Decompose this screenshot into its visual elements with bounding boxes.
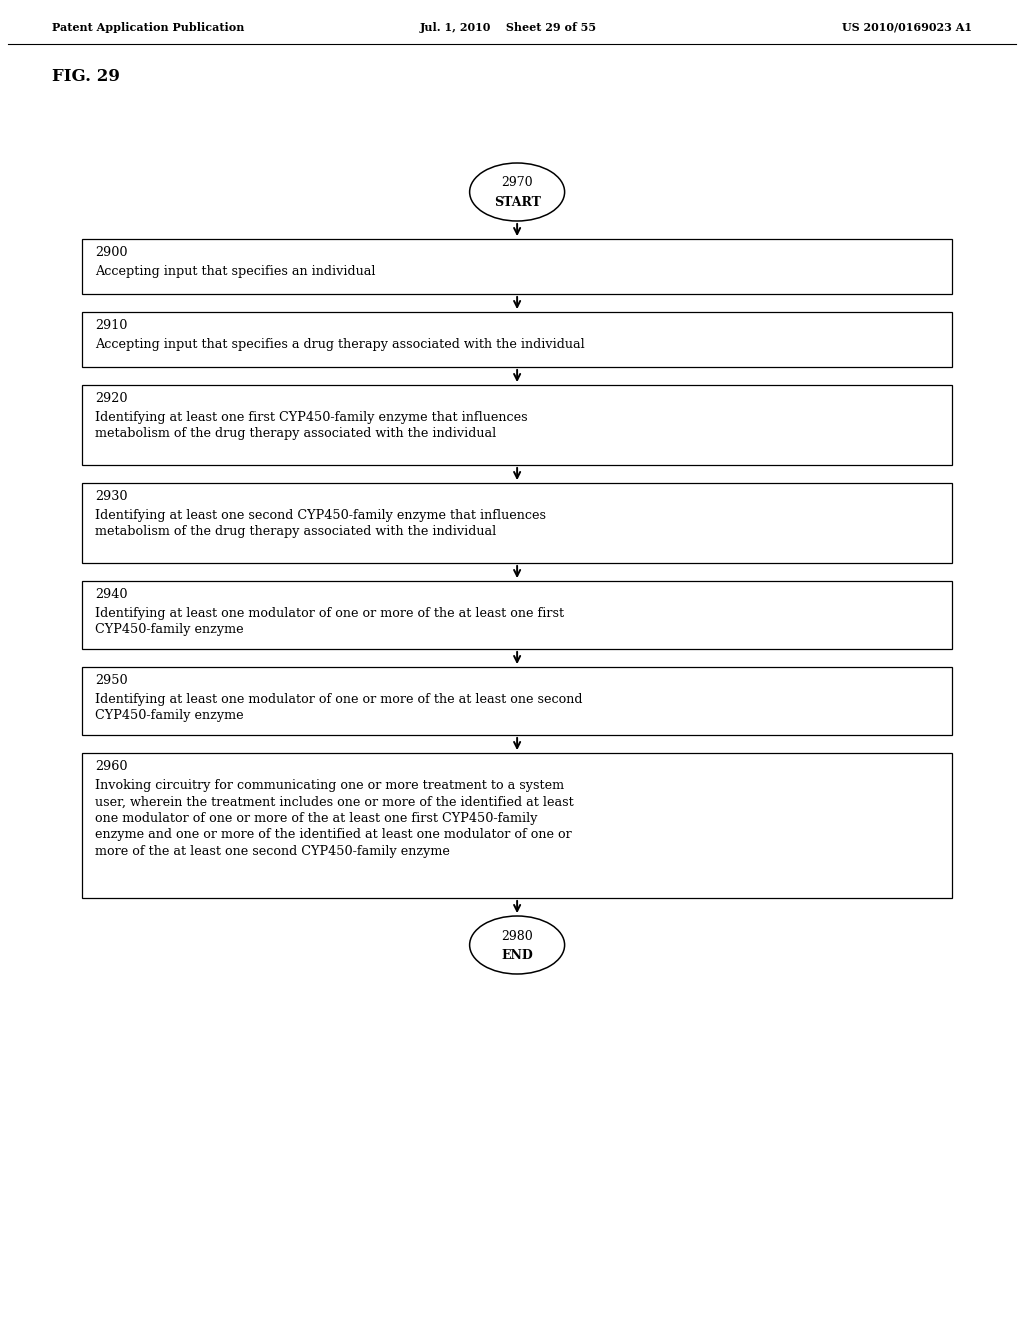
Text: 2910: 2910 — [95, 319, 127, 333]
Text: Identifying at least one first CYP450-family enzyme that influences
metabolism o: Identifying at least one first CYP450-fa… — [95, 411, 527, 441]
Text: Jul. 1, 2010    Sheet 29 of 55: Jul. 1, 2010 Sheet 29 of 55 — [420, 22, 597, 33]
Text: Patent Application Publication: Patent Application Publication — [52, 22, 245, 33]
Text: 2970: 2970 — [502, 177, 532, 190]
Text: Accepting input that specifies a drug therapy associated with the individual: Accepting input that specifies a drug th… — [95, 338, 585, 351]
FancyBboxPatch shape — [82, 667, 952, 735]
Text: 2980: 2980 — [501, 929, 534, 942]
FancyBboxPatch shape — [82, 239, 952, 294]
Text: Identifying at least one modulator of one or more of the at least one first
CYP4: Identifying at least one modulator of on… — [95, 607, 564, 636]
Text: 2950: 2950 — [95, 675, 128, 686]
FancyBboxPatch shape — [82, 752, 952, 898]
Text: 2920: 2920 — [95, 392, 127, 405]
Text: US 2010/0169023 A1: US 2010/0169023 A1 — [842, 22, 972, 33]
Text: Identifying at least one second CYP450-family enzyme that influences
metabolism : Identifying at least one second CYP450-f… — [95, 510, 546, 539]
Text: 2940: 2940 — [95, 587, 127, 601]
Text: Accepting input that specifies an individual: Accepting input that specifies an indivi… — [95, 265, 376, 279]
Text: START: START — [494, 197, 541, 210]
Text: 2900: 2900 — [95, 246, 127, 259]
FancyBboxPatch shape — [82, 385, 952, 465]
Text: Invoking circuitry for communicating one or more treatment to a system
user, whe: Invoking circuitry for communicating one… — [95, 779, 573, 858]
Ellipse shape — [470, 916, 564, 974]
Text: 2930: 2930 — [95, 490, 127, 503]
Text: FIG. 29: FIG. 29 — [52, 69, 120, 84]
Text: Identifying at least one modulator of one or more of the at least one second
CYP: Identifying at least one modulator of on… — [95, 693, 583, 722]
Text: END: END — [501, 949, 534, 962]
Ellipse shape — [470, 162, 564, 220]
FancyBboxPatch shape — [82, 312, 952, 367]
FancyBboxPatch shape — [82, 483, 952, 564]
FancyBboxPatch shape — [82, 581, 952, 649]
Text: 2960: 2960 — [95, 760, 127, 774]
